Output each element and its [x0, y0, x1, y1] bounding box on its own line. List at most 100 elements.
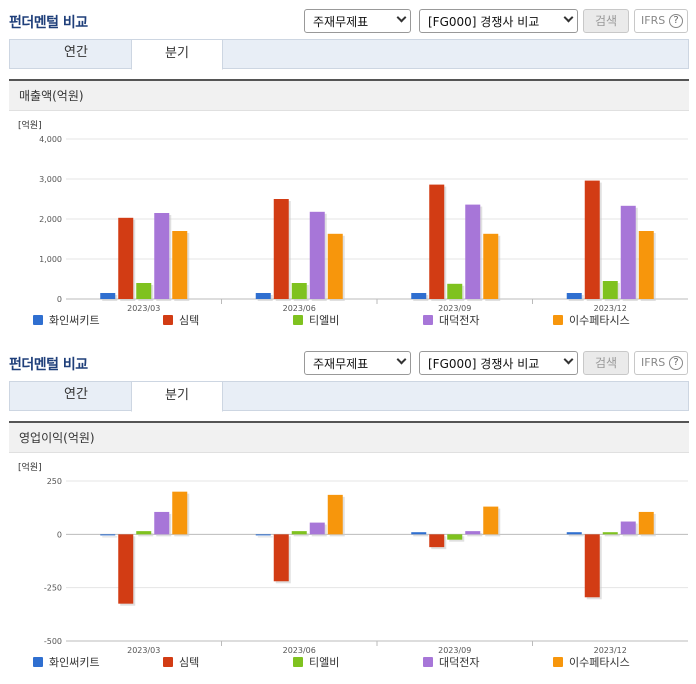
legend-label: 심텍 [179, 314, 199, 327]
bar-shadow [467, 533, 483, 537]
legend-swatch [553, 315, 563, 325]
bar [100, 293, 116, 299]
legend-swatch [33, 657, 43, 667]
statement-type-select[interactable]: 주재무제표 [304, 9, 411, 33]
axis-unit-label: [억원] [18, 119, 42, 131]
bar [447, 534, 463, 540]
bar [429, 184, 445, 299]
tab-annual[interactable]: 연간 [64, 387, 88, 402]
compare-group-value: [FG000] 경쟁사 비교 [428, 357, 540, 371]
y-tick-label: 250 [47, 477, 62, 486]
ifrs-label: IFRS [641, 356, 666, 369]
y-tick-label: 3,000 [39, 175, 62, 184]
bar [327, 233, 343, 299]
legend-swatch [163, 315, 173, 325]
axis-unit-label: [억원] [18, 461, 42, 473]
chevron-down-icon [396, 12, 407, 23]
bar [309, 522, 325, 535]
legend-swatch [553, 657, 563, 667]
bar [411, 532, 427, 535]
bar [172, 231, 188, 299]
statement-type-select[interactable]: 주재무제표 [304, 351, 411, 375]
ifrs-label: IFRS [641, 14, 666, 27]
bar [602, 281, 618, 299]
legend-label: 이수페타시스 [569, 656, 630, 669]
legend-swatch [293, 315, 303, 325]
y-tick-label: 0 [57, 530, 62, 539]
legend-swatch [423, 315, 433, 325]
bar [465, 204, 481, 299]
x-tick-label: 2023/12 [594, 646, 627, 655]
chart-title: 영업이익(억원) [9, 423, 689, 453]
chevron-down-icon [563, 354, 574, 365]
bar [447, 283, 463, 299]
legend-swatch [163, 657, 173, 667]
bar [566, 293, 582, 299]
bar [309, 211, 325, 299]
legend-label: 화인써키트 [49, 656, 100, 669]
bar [255, 534, 271, 536]
fundamental-panel-sales: 펀더멘털 비교 주재무제표 [FG000] 경쟁사 비교 검색 IFRS ? 연… [9, 9, 689, 337]
section-title: 펀더멘털 비교 [9, 15, 88, 31]
x-tick-label: 2023/03 [127, 646, 160, 655]
operating-profit-bar-chart: [억원] -500 -250 0 250 2023/03 2023/06 2023/09 202… [18, 461, 688, 669]
bar [291, 283, 307, 299]
bar [273, 199, 289, 299]
legend-label: 대덕전자 [439, 314, 479, 327]
question-circle-icon: ? [669, 14, 683, 28]
legend-label: 화인써키트 [49, 314, 100, 327]
bar-shadow [293, 533, 309, 537]
tab-quarterly[interactable]: 분기 [131, 381, 223, 412]
y-tick-label: -500 [44, 637, 62, 646]
legend-label: 대덕전자 [439, 656, 479, 669]
ifrs-help-button[interactable]: IFRS ? [634, 9, 688, 33]
bar [255, 293, 271, 299]
bar-shadow [413, 534, 429, 537]
legend-swatch [33, 315, 43, 325]
chevron-down-icon [563, 12, 574, 23]
legend-label: 티엘비 [309, 656, 339, 669]
statement-type-value: 주재무제표 [313, 15, 369, 29]
bar [273, 534, 289, 582]
search-button[interactable]: 검색 [583, 351, 629, 375]
bar [291, 531, 307, 535]
bar [638, 511, 654, 535]
legend-label: 티엘비 [309, 314, 339, 327]
compare-group-select[interactable]: [FG000] 경쟁사 비교 [419, 351, 578, 375]
bar [584, 180, 600, 299]
bar [411, 293, 427, 299]
legend-label: 심텍 [179, 656, 199, 669]
bar [566, 532, 582, 535]
bar-shadow [257, 536, 273, 538]
bar [327, 494, 343, 535]
period-tabs: 연간 분기 [9, 39, 689, 70]
bar [154, 511, 170, 535]
bar [638, 231, 654, 299]
x-tick-label: 2023/06 [283, 304, 316, 313]
tab-quarterly[interactable]: 분기 [131, 39, 223, 70]
y-tick-label: 4,000 [39, 135, 62, 144]
bar [429, 534, 445, 548]
legend-swatch [293, 657, 303, 667]
chevron-down-icon [396, 354, 407, 365]
y-tick-label: -250 [44, 584, 62, 593]
search-button[interactable]: 검색 [583, 9, 629, 33]
y-tick-label: 1,000 [39, 255, 62, 264]
bar [154, 213, 170, 299]
bar [118, 217, 134, 299]
sales-bar-chart: [억원] 0 1,000 2,000 3,000 4,000 2023/03 2023/06 2… [18, 119, 688, 327]
bar [483, 506, 499, 535]
x-tick-label: 2023/09 [438, 304, 471, 313]
tab-annual[interactable]: 연간 [64, 45, 88, 60]
bar [118, 534, 134, 604]
question-circle-icon: ? [669, 356, 683, 370]
chart-box-sales: 매출액(억원) [억원] 0 1,000 2,000 3,000 4,000 2023/03… [9, 79, 689, 337]
bar [602, 532, 618, 535]
chart-title: 매출액(억원) [9, 81, 689, 111]
compare-group-select[interactable]: [FG000] 경쟁사 비교 [419, 9, 578, 33]
y-tick-label: 2,000 [39, 215, 62, 224]
x-tick-label: 2023/03 [127, 304, 160, 313]
bar [483, 233, 499, 299]
ifrs-help-button[interactable]: IFRS ? [634, 351, 688, 375]
bar [620, 205, 636, 299]
